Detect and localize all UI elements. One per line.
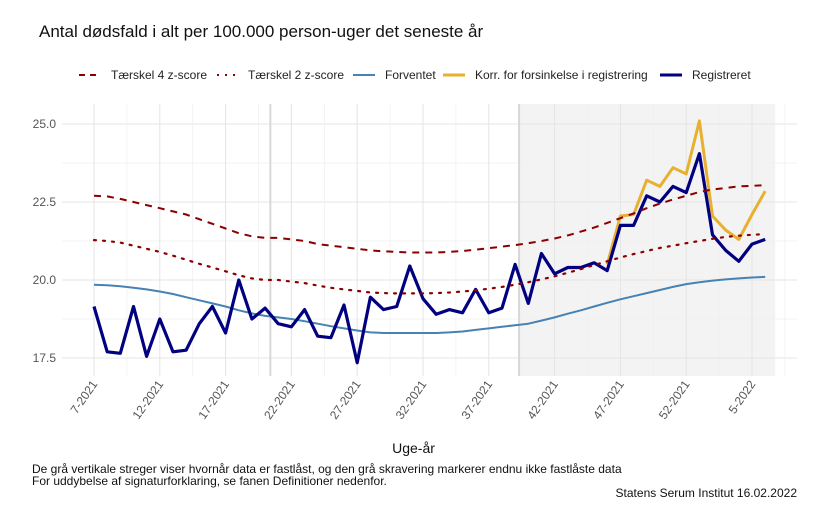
x-tick-label: 52-2021 [656,377,693,421]
legend-key-gold-icon [443,73,465,77]
y-tick-label: 17.5 [33,351,57,365]
x-tick-label: 32-2021 [393,377,430,421]
y-tick-label: 20.0 [33,273,57,287]
footnote-line-1: De grå vertikale streger viser hvornår d… [32,462,622,476]
legend-key-navy-icon [660,73,682,77]
x-tick-label: 12-2021 [130,377,167,421]
legend-item-expected: Forventet [351,66,436,84]
series-line-t-rskel-2-z-score [92,233,767,295]
footnote-line-2: For uddybelse af signaturforklaring, se … [32,474,387,488]
legend-label: Korr. for forsinkelse i registrering [475,68,648,82]
x-tick-label: 7-2021 [68,377,101,416]
unlocked-data-shading [519,104,776,376]
chart-title: Antal dødsfald i alt per 100.000 person-… [39,22,484,41]
series-line-forventet [93,275,766,334]
series-line-registreret [92,152,766,365]
legend-label: Tærskel 4 z-score [111,68,208,82]
x-tick-label: 22-2021 [261,377,298,421]
legend-item-corrected: Korr. for forsinkelse i registrering [441,66,648,84]
legend-label: Forventet [385,68,436,82]
x-tick-label: 37-2021 [459,377,496,421]
legend-item-threshold-4: Tærskel 4 z-score [77,66,207,84]
series-line-t-rskel-4-z-score [93,184,766,254]
legend-label: Registreret [692,68,751,82]
x-tick-label: 27-2021 [327,377,364,421]
x-tick-label: 17-2021 [195,377,232,421]
x-tick-label: 47-2021 [590,377,627,421]
x-tick-label: 42-2021 [524,377,561,421]
x-axis-label: Uge-år [392,440,435,456]
x-tick-label: 5-2022 [726,377,759,416]
legend: Tærskel 4 z-score Tærskel 2 z-score Forv… [0,66,827,84]
legend-key-dotted-icon [217,74,238,76]
legend-key-dashed-icon [79,74,101,76]
legend-item-threshold-2: Tærskel 2 z-score [214,66,344,84]
y-tick-label: 22.5 [33,195,57,209]
y-tick-label: 25.0 [33,117,57,131]
source-credit: Statens Serum Institut 16.02.2022 [615,486,797,500]
legend-item-registered: Registreret [658,66,751,84]
legend-label: Tærskel 2 z-score [248,68,345,82]
legend-key-steelblue-icon [353,74,375,76]
